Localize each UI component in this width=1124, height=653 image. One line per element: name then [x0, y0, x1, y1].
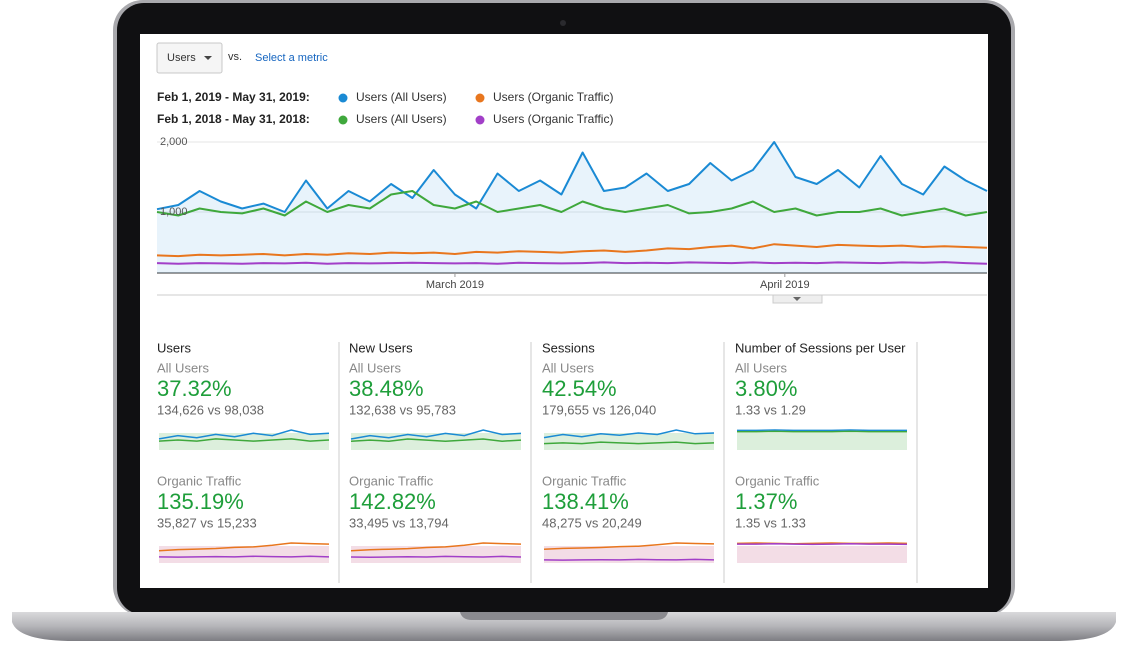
sparkline-band — [737, 546, 907, 563]
change-value: 1.37% — [735, 489, 797, 514]
legend-period: Feb 1, 2019 - May 31, 2019: — [157, 90, 310, 104]
x-tick-label: March 2019 — [426, 279, 484, 291]
sparkline — [351, 556, 521, 557]
sparkline-band — [737, 433, 907, 450]
count-comparison: 1.35 vs 1.33 — [735, 515, 806, 530]
select-metric-link[interactable]: Select a metric — [255, 52, 328, 64]
count-comparison: 35,827 vs 15,233 — [157, 515, 257, 530]
change-value: 42.54% — [542, 376, 617, 401]
segment-label: Organic Traffic — [349, 473, 434, 488]
segment-label: All Users — [735, 360, 788, 375]
metric-title: New Users — [349, 340, 413, 355]
count-comparison: 33,495 vs 13,794 — [349, 515, 449, 530]
sparkline-band — [351, 546, 521, 563]
x-tick-label: April 2019 — [760, 279, 810, 291]
legend-swatch — [476, 116, 485, 125]
legend-swatch — [339, 116, 348, 125]
count-comparison: 1.33 vs 1.29 — [735, 402, 806, 417]
metric-title: Sessions — [542, 340, 595, 355]
legend-label: Users (All Users) — [356, 112, 447, 126]
metric-title: Users — [157, 340, 191, 355]
change-value: 38.48% — [349, 376, 424, 401]
segment-label: Organic Traffic — [542, 473, 627, 488]
segment-label: Organic Traffic — [157, 473, 242, 488]
count-comparison: 134,626 vs 98,038 — [157, 402, 264, 417]
legend-label: Users (Organic Traffic) — [493, 112, 613, 126]
change-value: 37.32% — [157, 376, 232, 401]
legend-label: Users (All Users) — [356, 90, 447, 104]
series-line — [157, 262, 987, 264]
change-value: 142.82% — [349, 489, 436, 514]
metric-title: Number of Sessions per User — [735, 340, 906, 355]
change-value: 138.41% — [542, 489, 629, 514]
legend-swatch — [476, 94, 485, 103]
count-comparison: 179,655 vs 126,040 — [542, 402, 656, 417]
segment-label: All Users — [542, 360, 595, 375]
y-tick-label: 2,000 — [160, 136, 188, 148]
segment-label: Organic Traffic — [735, 473, 820, 488]
segment-label: All Users — [157, 360, 210, 375]
change-value: 135.19% — [157, 489, 244, 514]
segment-label: All Users — [349, 360, 402, 375]
legend-swatch — [339, 94, 348, 103]
count-comparison: 132,638 vs 95,783 — [349, 402, 456, 417]
laptop-notch — [460, 612, 668, 620]
vs-label: vs. — [228, 51, 242, 63]
sparkline-band — [159, 546, 329, 563]
metric-dropdown-label: Users — [167, 52, 196, 64]
camera — [560, 20, 566, 26]
y-tick-label: 1,000 — [160, 206, 188, 218]
sparkline — [159, 556, 329, 557]
change-value: 3.80% — [735, 376, 797, 401]
sparkline — [544, 559, 714, 560]
sparkline — [737, 544, 907, 545]
legend-period: Feb 1, 2018 - May 31, 2018: — [157, 112, 310, 126]
count-comparison: 48,275 vs 20,249 — [542, 515, 642, 530]
legend-label: Users (Organic Traffic) — [493, 90, 613, 104]
